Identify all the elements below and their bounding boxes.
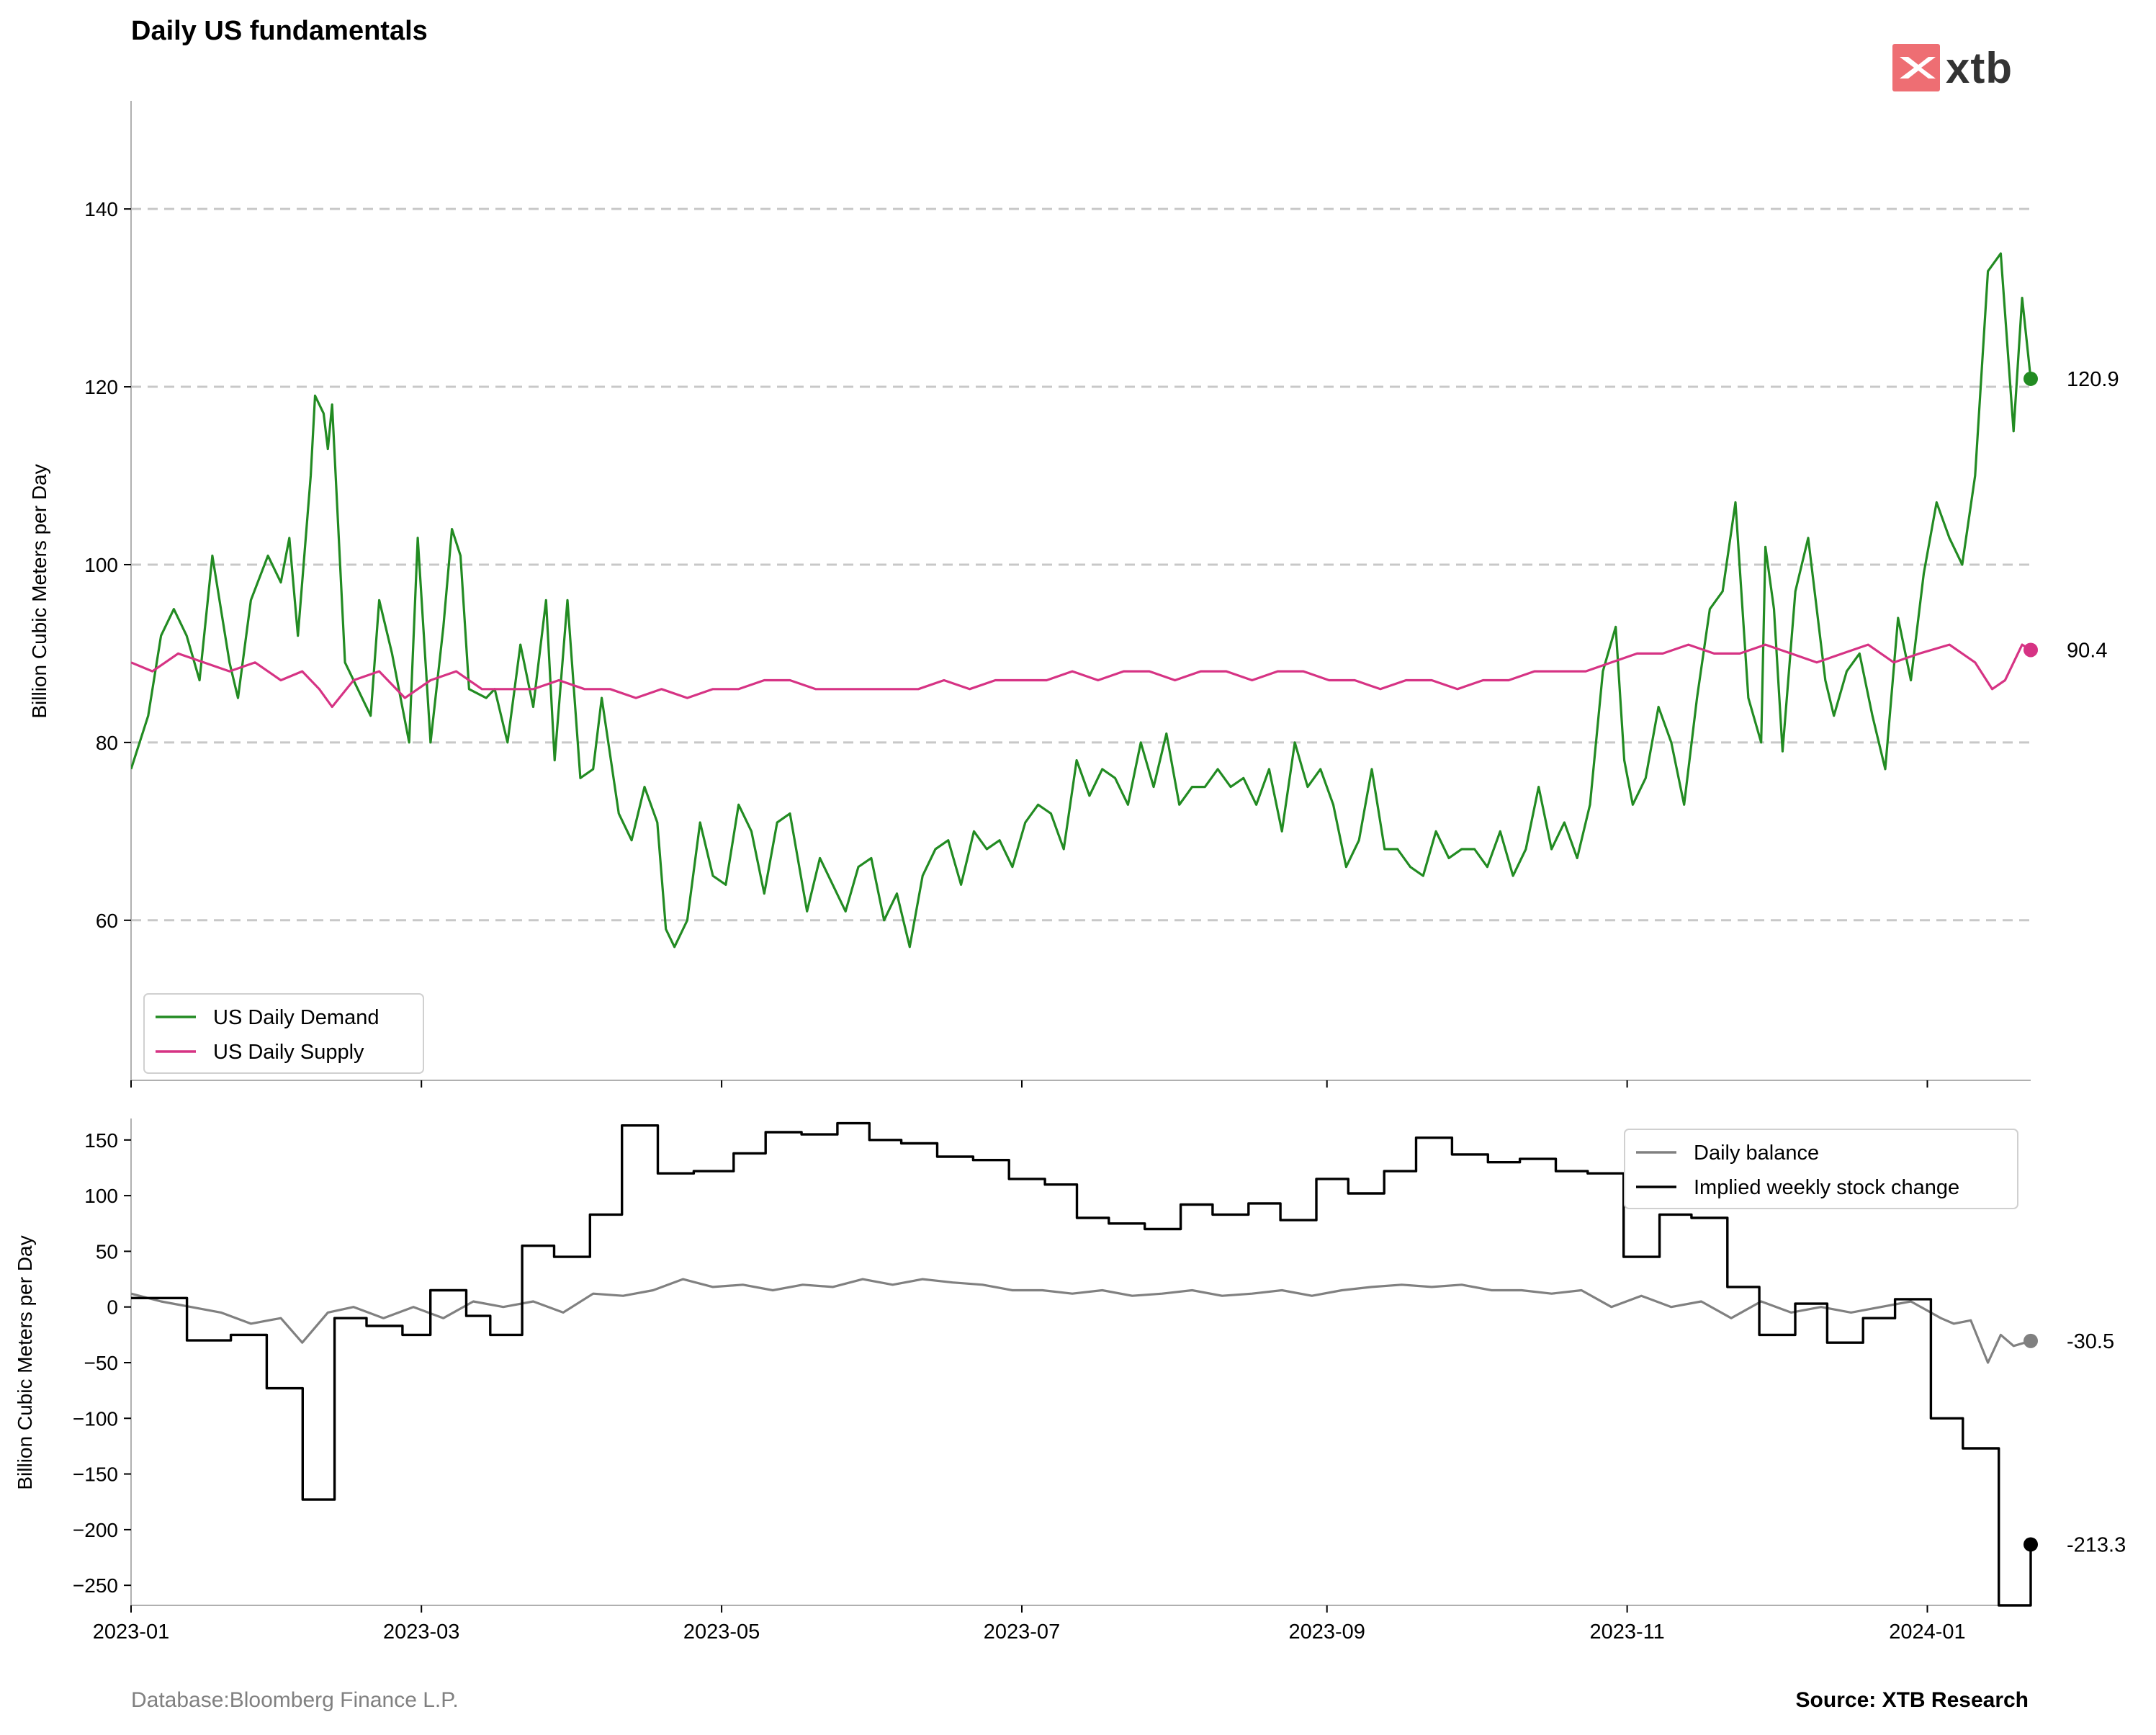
- footer-source: Source: XTB Research: [1795, 1688, 2029, 1712]
- y-tick-label: −100: [73, 1407, 118, 1430]
- y-tick-label: −150: [73, 1463, 118, 1486]
- x-tick-label: 2023-09: [1288, 1620, 1365, 1644]
- x-tick-label: 2023-03: [383, 1620, 459, 1644]
- x-tick-label: 2023-05: [683, 1620, 760, 1644]
- y-tick-label: 50: [96, 1240, 118, 1263]
- x-tick-label: 2024-01: [1889, 1620, 1965, 1644]
- y-tick-label: 100: [84, 554, 118, 576]
- legend: US Daily Demand US Daily Supply: [143, 993, 424, 1074]
- y-tick-label: 0: [107, 1296, 118, 1319]
- series-line-daily-balance: [131, 1278, 2031, 1364]
- y-axis-label: Billion Cubic Meters per Day: [28, 464, 50, 718]
- y-tick-label: 140: [84, 198, 118, 220]
- series-end-marker: [2024, 371, 2038, 386]
- page-title: Daily US fundamentals: [131, 16, 428, 46]
- series-end-label: -30.5: [2067, 1330, 2114, 1353]
- series-end-label: -213.3: [2067, 1533, 2126, 1556]
- y-tick-label: 60: [96, 910, 118, 932]
- series-end-marker: [2024, 1537, 2038, 1552]
- xtb-logo-text: xtb: [1946, 43, 2013, 92]
- xtb-logo: xtb: [1892, 42, 2013, 94]
- x-tick-label: 2023-07: [984, 1620, 1060, 1644]
- y-tick-label: 120: [84, 376, 118, 398]
- y-tick-label: −200: [73, 1519, 118, 1541]
- series-line-implied-weekly-stock-change: [131, 1121, 2032, 1607]
- x-tick-label: 2023-11: [1589, 1620, 1664, 1644]
- footer-database: Database:Bloomberg Finance L.P.: [131, 1688, 459, 1712]
- legend-entry: Daily balance: [1694, 1142, 1819, 1165]
- legend-entry: US Daily Demand: [213, 1006, 379, 1029]
- y-tick-label: 80: [96, 732, 118, 754]
- series-end-label: 120.9: [2067, 368, 2119, 391]
- legend-entry: US Daily Supply: [213, 1041, 364, 1064]
- plot-area: [131, 1121, 2032, 1607]
- legend-entry: Implied weekly stock change: [1694, 1176, 1959, 1199]
- series-end-marker: [2024, 1333, 2038, 1348]
- x-tick-label: 2023-01: [93, 1620, 169, 1644]
- legend-box: [143, 993, 424, 1074]
- y-tick-label: −50: [84, 1352, 119, 1374]
- y-tick-label: 100: [84, 1185, 118, 1207]
- series-end-label: 90.4: [2067, 639, 2107, 662]
- series-line-us-daily-demand: [131, 252, 2032, 949]
- y-tick-label: 150: [84, 1129, 118, 1152]
- top-chart-panel: 60 80 100 120 140 Billion Cubic Meters per Da…: [28, 101, 2119, 1088]
- legend: Daily balance Implied weekly stock change: [1624, 1129, 2018, 1209]
- series-line-us-daily-supply: [131, 643, 2031, 709]
- y-axis-label: Billion Cubic Meters per Day: [14, 1235, 36, 1489]
- plot-area: [131, 252, 2032, 949]
- series-end-marker: [2024, 642, 2038, 658]
- xtb-logo-mark: [1892, 44, 1940, 91]
- bottom-chart-panel: 150 100 50 0 −50 −100 −150 −200 −250 2023-01 2023-…: [14, 1118, 2126, 1644]
- y-tick-label: −250: [73, 1574, 118, 1597]
- legend-box: [1624, 1129, 2018, 1209]
